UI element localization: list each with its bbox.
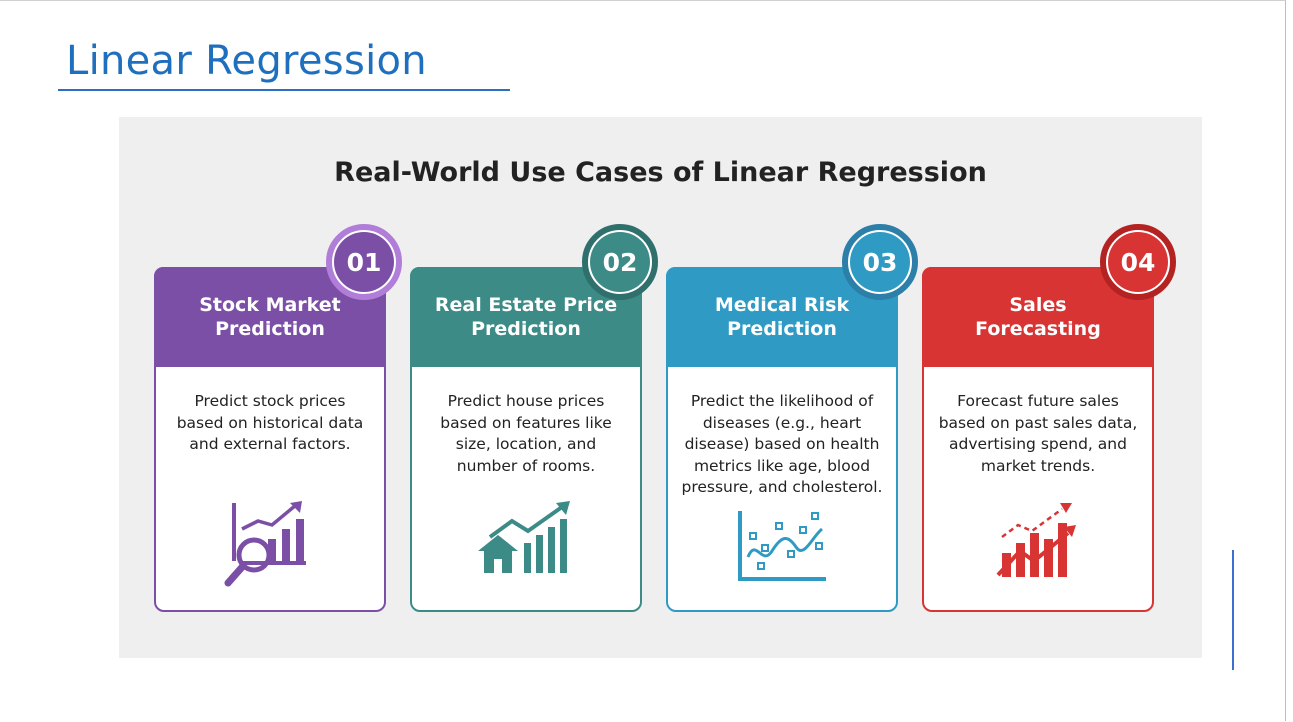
- use-case-card-medical: Medical Risk Prediction 03 Predict the l…: [666, 224, 918, 612]
- card-description: Predict house prices based on features l…: [440, 392, 612, 475]
- number-badge: 01: [326, 224, 402, 300]
- use-case-card-sales: Sales Forecasting 04 Forecast future sal…: [922, 224, 1176, 612]
- house-growth-icon: [476, 499, 576, 598]
- card-title: Medical Risk Prediction: [714, 294, 850, 340]
- card-title: Real Estate Price Prediction: [434, 294, 618, 340]
- card-description: Forecast future sales based on past sale…: [938, 392, 1138, 475]
- scatter-trend-icon: [732, 507, 832, 596]
- number-badge: 02: [582, 224, 658, 300]
- title-underline: [58, 89, 510, 91]
- side-accent-line: [1232, 550, 1234, 670]
- number-badge: 03: [842, 224, 918, 300]
- card-header: Stock Market Prediction: [154, 267, 386, 367]
- infographic: Real-World Use Cases of Linear Regressio…: [119, 117, 1202, 658]
- bar-growth-icon: [988, 499, 1088, 598]
- chart-magnifier-icon: [220, 499, 320, 598]
- card-description: Predict stock prices based on historical…: [176, 392, 364, 453]
- use-case-card-stock: Stock Market Prediction 01 Predict stock…: [154, 224, 402, 612]
- badge-number: 04: [1108, 232, 1168, 292]
- badge-number: 01: [334, 232, 394, 292]
- badge-number: 02: [590, 232, 650, 292]
- use-case-card-real-estate: Real Estate Price Prediction 02 Predict …: [410, 224, 658, 612]
- card-description: Predict the likelihood of diseases (e.g.…: [681, 392, 883, 496]
- slide-title: Linear Regression: [66, 38, 427, 84]
- card-title: Sales Forecasting: [975, 294, 1101, 340]
- card-title: Stock Market Prediction: [199, 294, 341, 340]
- infographic-heading: Real-World Use Cases of Linear Regressio…: [334, 157, 987, 188]
- badge-number: 03: [850, 232, 910, 292]
- number-badge: 04: [1100, 224, 1176, 300]
